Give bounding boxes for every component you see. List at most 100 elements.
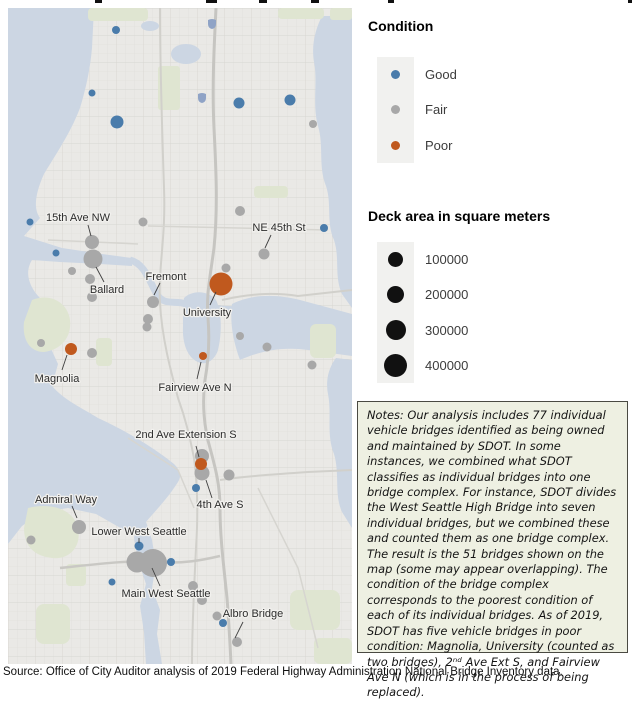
condition-legend-item: Good [377, 57, 597, 92]
bridge-point-fair [262, 342, 272, 352]
bridge-point-good [167, 558, 175, 566]
bridge-point-poor [65, 343, 77, 355]
bridge-label: University [183, 307, 232, 319]
bridge-point-fair [221, 263, 231, 273]
bridge-point-fair [87, 348, 97, 358]
size-legend-dot-icon [384, 353, 407, 377]
bridge-label: Admiral Way [35, 494, 97, 506]
bridge-point-fair [236, 332, 244, 340]
bridge-point-fair [197, 595, 207, 605]
size-legend-label: 100000 [425, 252, 469, 268]
size-legend-title: Deck area in square meters [368, 208, 551, 224]
bridge-point-good [110, 115, 124, 129]
bridge-label: NE 45th St [252, 222, 305, 234]
bridge-point-fair [72, 520, 86, 534]
source-line: Source: Office of City Auditor analysis … [3, 666, 563, 678]
bridge-label: Albro Bridge [223, 608, 284, 620]
bridge-point-fair [309, 120, 317, 128]
clipped-title-fragment [259, 0, 267, 3]
label-leader-line [209, 291, 217, 306]
bridge-label: Lower West Seattle [91, 526, 186, 538]
bridge-point-fair [307, 360, 317, 370]
bridge-point-good [112, 26, 120, 34]
bridge-label: 15th Ave NW [46, 212, 111, 224]
bridge-point-fair [87, 292, 97, 302]
bridge-point-fair [142, 322, 152, 332]
label-leader-line [264, 234, 272, 249]
bridge-label: 4th Ave S [197, 499, 244, 511]
label-leader-line [205, 479, 213, 499]
bridge-point-fair [85, 235, 99, 249]
label-leader-line [195, 445, 200, 458]
size-legend-dot-icon [387, 286, 404, 304]
condition-legend-item: Poor [377, 128, 597, 163]
size-legend-rows: 100000 200000 300000 400000 [377, 242, 597, 383]
size-legend-item: 100000 [377, 242, 597, 277]
bridge-point-fair [232, 637, 242, 647]
bridge-point-good [192, 484, 200, 492]
clipped-title-fragment [311, 0, 319, 3]
bridge-point-poor [209, 272, 233, 296]
bridge-point-fair [235, 206, 245, 216]
size-legend-label: 200000 [425, 287, 469, 303]
bridge-point-poor [199, 352, 207, 360]
size-legend-item: 300000 [377, 313, 597, 348]
bridge-label: Fremont [146, 271, 187, 283]
bridge-point-fair [188, 581, 198, 591]
label-leader-line [71, 505, 78, 519]
bridge-point-good [284, 94, 296, 106]
bridge-label: Ballard [90, 284, 124, 296]
bridge-point-fair [143, 314, 153, 324]
bridge-point-good [88, 89, 96, 97]
bridge-label: Main West Seattle [121, 588, 210, 600]
bridge-point-fair [83, 249, 103, 269]
bridge-point-good [320, 224, 328, 232]
size-legend-label: 300000 [425, 322, 469, 338]
label-leader-line [196, 361, 202, 380]
clipped-title-fragment [388, 0, 394, 3]
bridge-label: Magnolia [35, 373, 81, 385]
bridge-point-good [52, 249, 60, 257]
bridge-point-fair [212, 611, 222, 621]
size-legend-item: 400000 [377, 348, 597, 383]
bridge-point-good [219, 619, 227, 627]
interstate-shield-icon [198, 19, 216, 103]
bridge-condition-map: 15th Ave NW Ballard Fremont University NE 45… [8, 8, 352, 664]
map-roads [47, 8, 352, 664]
map-canals [128, 256, 239, 313]
condition-legend-dot-icon [391, 105, 400, 115]
condition-legend-rows: Good Fair Poor [377, 57, 597, 163]
bridge-label: 2nd Ave Extension S [135, 429, 236, 441]
condition-legend-label: Fair [425, 102, 448, 118]
label-leader-line [95, 266, 105, 283]
label-leader-line [87, 224, 92, 237]
condition-legend-item: Fair [377, 92, 597, 127]
clipped-title-fragment [628, 0, 632, 3]
bridge-point-fair [147, 296, 159, 308]
bridge-point-fair [139, 549, 167, 577]
bridge-point-good [108, 578, 116, 586]
size-legend-item: 200000 [377, 277, 597, 312]
condition-legend-label: Poor [425, 137, 453, 153]
bridge-point-good [26, 218, 34, 226]
size-legend-dot-icon [385, 320, 406, 341]
bridge-point-fair [37, 339, 45, 347]
bridge-point-fair [26, 535, 36, 545]
condition-legend-dot-icon [391, 70, 400, 80]
bridge-point-poor [195, 458, 207, 470]
size-legend-label: 400000 [425, 357, 469, 373]
bridge-label: Fairview Ave N [158, 382, 231, 394]
bridge-point-good [134, 541, 144, 551]
condition-legend-label: Good [425, 67, 457, 83]
condition-legend-dot-icon [391, 140, 400, 150]
label-leader-line [153, 282, 161, 296]
label-leader-line [234, 621, 244, 639]
bridge-point-fair [138, 217, 148, 227]
label-leader-line [61, 354, 68, 371]
size-legend-dot-icon [388, 252, 403, 268]
clipped-title-fragment [206, 0, 217, 3]
condition-legend-title: Condition [368, 18, 434, 34]
bridge-point-fair [223, 469, 235, 481]
label-leader-line [151, 567, 161, 587]
bridge-point-fair [258, 248, 270, 260]
